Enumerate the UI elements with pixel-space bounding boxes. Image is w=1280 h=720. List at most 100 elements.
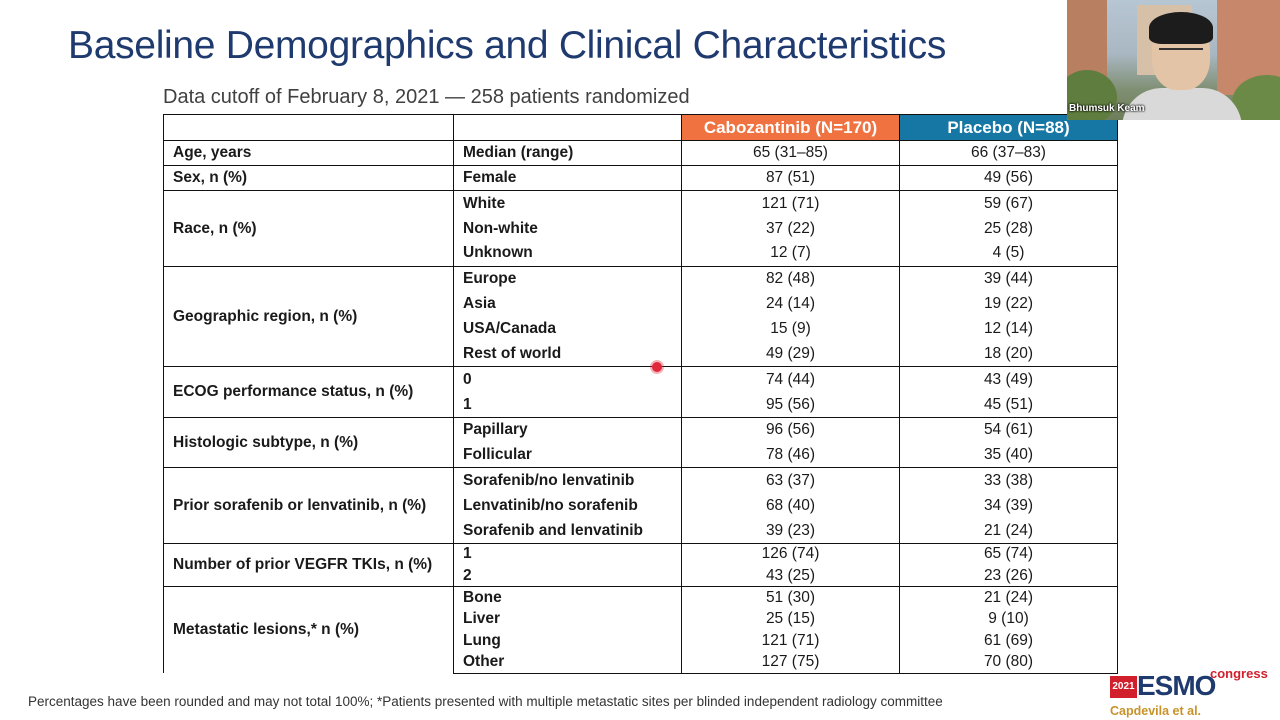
background-tree — [1067, 70, 1117, 120]
table-row: Non-white 37 (22) 25 (28) — [164, 215, 1118, 241]
cabozantinib-value-cell: 39 (23) — [681, 517, 900, 544]
subcategory-cell: Follicular — [453, 442, 682, 468]
category-cell: Geographic region, n (%) — [163, 265, 454, 367]
subcategory-cell: Lung — [453, 629, 682, 652]
table-row: Prior sorafenib or lenvatinib, n (%) Sora… — [163, 467, 1118, 544]
logo-year: 2021 — [1110, 676, 1137, 698]
cabozantinib-value-cell: 121 (71) — [681, 629, 900, 652]
category-cell: Age, years — [163, 140, 454, 166]
cabozantinib-value-cell: 121 (71) — [681, 189, 900, 216]
category-cell: ECOG performance status, n (%) — [163, 366, 454, 418]
subcategory-cell: 0 — [453, 366, 682, 392]
table-row: Lenvatinib/no sorafenib 68 (40) 34 (39) — [164, 492, 1118, 518]
table-row: 2 43 (25) 23 (26) — [164, 564, 1118, 587]
webcam-video: Bhumsuk Keam — [1067, 0, 1280, 120]
category-cell: Prior sorafenib or lenvatinib, n (%) — [163, 467, 454, 544]
subcategory-cell: 2 — [453, 564, 682, 587]
placebo-value-cell: 34 (39) — [899, 492, 1118, 518]
speaker-body — [1122, 88, 1242, 120]
cabozantinib-value-cell: 127 (75) — [681, 651, 900, 674]
cabozantinib-value-cell: 43 (25) — [681, 564, 900, 587]
footnote: Percentages have been rounded and may no… — [28, 694, 943, 709]
table-row: Liver 25 (15) 9 (10) — [164, 608, 1118, 630]
cabozantinib-value-cell: 82 (48) — [681, 265, 900, 292]
subcategory-cell: Median (range) — [453, 140, 682, 166]
logo-word: ESMO — [1137, 670, 1216, 701]
subcategory-cell: Rest of world — [453, 341, 682, 367]
cabozantinib-value-cell: 96 (56) — [681, 416, 900, 443]
header-blank-cell — [163, 114, 454, 141]
table-row: Geographic region, n (%) Europe 82 (48) 39 … — [163, 265, 1118, 367]
category-cell: Number of prior VEGFR TKIs, n (%) — [163, 542, 454, 587]
placebo-value-cell: 19 (22) — [899, 291, 1118, 317]
table-row: Metastatic lesions,* n (%) Bone 51 (30) 21 … — [163, 586, 1118, 674]
cabozantinib-value-cell: 49 (29) — [681, 341, 900, 367]
subcategory-cell: Sorafenib and lenvatinib — [453, 517, 682, 544]
subcategory-cell: USA/Canada — [453, 316, 682, 342]
laser-pointer-dot — [652, 362, 662, 372]
subcategory-cell: Papillary — [453, 416, 682, 443]
subcategory-cell: Bone — [453, 586, 682, 609]
demographics-table-body: Cabozantinib (N=170) Placebo (N=88) Age,… — [163, 114, 1118, 674]
placebo-value-cell: 23 (26) — [899, 564, 1118, 587]
placebo-value-cell: 4 (5) — [899, 240, 1118, 267]
subcategory-cell: Non-white — [453, 215, 682, 241]
demographics-table: Cabozantinib (N=170) Placebo (N=88) Age,… — [163, 114, 1118, 674]
placebo-value-cell: 49 (56) — [899, 165, 1118, 191]
placebo-value-cell: 12 (14) — [899, 316, 1118, 342]
subcategory-cell: 1 — [453, 542, 682, 565]
placebo-value-cell: 59 (67) — [899, 189, 1118, 216]
table-row: Lung 121 (71) 61 (69) — [164, 629, 1118, 652]
placebo-value-cell: 43 (49) — [899, 366, 1118, 392]
table-row: Follicular 78 (46) 35 (40) — [164, 442, 1118, 468]
subcategory-cell: White — [453, 189, 682, 216]
placebo-value-cell: 18 (20) — [899, 341, 1118, 367]
esmo-congress-logo: 2021 ESMO congress — [1110, 666, 1268, 702]
category-cell: Histologic subtype, n (%) — [163, 416, 454, 468]
placebo-value-cell: 39 (44) — [899, 265, 1118, 292]
subcategory-cell: Lenvatinib/no sorafenib — [453, 492, 682, 518]
table-row: USA/Canada 15 (9) 12 (14) — [164, 316, 1118, 342]
cabozantinib-value-cell: 78 (46) — [681, 442, 900, 468]
placebo-value-cell: 70 (80) — [899, 651, 1118, 674]
subcategory-cell: Asia — [453, 291, 682, 317]
speaker-hair — [1149, 12, 1213, 44]
table-row: 1 95 (56) 45 (51) — [164, 392, 1118, 418]
cabozantinib-value-cell: 51 (30) — [681, 586, 900, 609]
cabozantinib-value-cell: 15 (9) — [681, 316, 900, 342]
subcategory-cell: Europe — [453, 265, 682, 292]
cabozantinib-value-cell: 65 (31–85) — [681, 140, 900, 166]
speaker-glasses — [1159, 48, 1203, 60]
cabozantinib-value-cell: 37 (22) — [681, 215, 900, 241]
header-cabozantinib: Cabozantinib (N=170) — [681, 114, 900, 141]
cabozantinib-value-cell: 87 (51) — [681, 165, 900, 191]
header-blank-cell — [453, 114, 682, 141]
cabozantinib-value-cell: 74 (44) — [681, 366, 900, 392]
subcategory-cell: Female — [453, 165, 682, 191]
placebo-value-cell: 25 (28) — [899, 215, 1118, 241]
cabozantinib-value-cell: 24 (14) — [681, 291, 900, 317]
table-row: ECOG performance status, n (%) 0 74 (44) 43… — [163, 366, 1118, 418]
cabozantinib-value-cell: 12 (7) — [681, 240, 900, 267]
table-row: Rest of world 49 (29) 18 (20) — [164, 341, 1118, 367]
placebo-value-cell: 9 (10) — [899, 608, 1118, 630]
category-cell: Sex, n (%) — [163, 165, 454, 191]
subcategory-cell: Unknown — [453, 240, 682, 267]
table-row: Asia 24 (14) 19 (22) — [164, 291, 1118, 317]
category-cell: Metastatic lesions,* n (%) — [163, 586, 454, 674]
subcategory-cell: Sorafenib/no lenvatinib — [453, 467, 682, 493]
placebo-value-cell: 21 (24) — [899, 586, 1118, 609]
table-row: Histologic subtype, n (%) Papillary 96 (56… — [163, 416, 1118, 468]
table-row: Number of prior VEGFR TKIs, n (%) 1 126 (7… — [163, 542, 1118, 587]
table-header-row: Cabozantinib (N=170) Placebo (N=88) — [163, 114, 1118, 141]
author-credit: Capdevila et al. — [1110, 704, 1202, 718]
cabozantinib-value-cell: 68 (40) — [681, 492, 900, 518]
table-row: Race, n (%) White 121 (71) 59 (67) — [163, 189, 1118, 267]
slide-subtitle: Data cutoff of February 8, 2021 — 258 pa… — [163, 86, 690, 108]
slide-title: Baseline Demographics and Clinical Chara… — [68, 24, 947, 67]
cabozantinib-value-cell: 95 (56) — [681, 392, 900, 418]
subcategory-cell: Liver — [453, 608, 682, 630]
table-row: Unknown 12 (7) 4 (5) — [164, 240, 1118, 267]
placebo-value-cell: 45 (51) — [899, 392, 1118, 418]
subcategory-cell: Other — [453, 651, 682, 674]
